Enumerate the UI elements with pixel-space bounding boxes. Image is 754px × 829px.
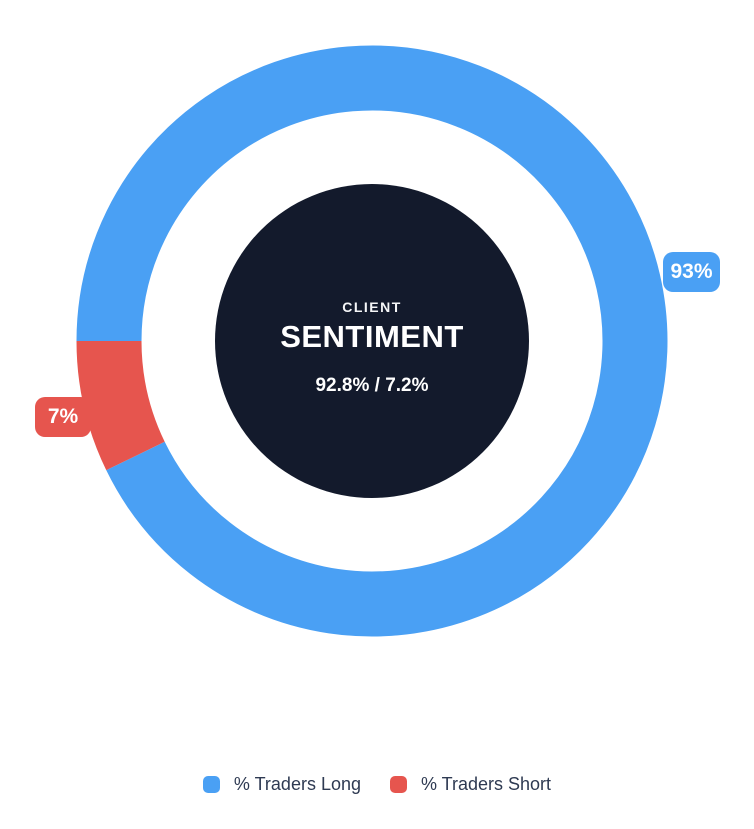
- donut-segment-short[interactable]: [76, 340, 165, 471]
- center-disc: CLIENT SENTIMENT 92.8% / 7.2%: [215, 184, 529, 498]
- legend-swatch-short-icon: [390, 775, 407, 793]
- legend-label-traders-short: % Traders Short: [421, 774, 552, 794]
- legend: % Traders Long % Traders Short: [0, 769, 754, 799]
- donut-chart: [76, 45, 668, 637]
- long-percent-badge: 93%: [663, 252, 720, 292]
- center-label-values: 92.8% / 7.2%: [315, 375, 429, 396]
- center-label-eyebrow: CLIENT: [342, 299, 402, 315]
- short-percent-badge: 7%: [35, 397, 91, 437]
- center-label-title: SENTIMENT: [280, 319, 464, 354]
- legend-item-traders-long[interactable]: % Traders Long: [202, 769, 361, 799]
- legend-swatch-long-icon: [202, 775, 220, 793]
- donut-segment-long[interactable]: [76, 45, 668, 637]
- legend-item-traders-short[interactable]: % Traders Short: [390, 769, 551, 799]
- legend-label-traders-long: % Traders Long: [233, 774, 361, 794]
